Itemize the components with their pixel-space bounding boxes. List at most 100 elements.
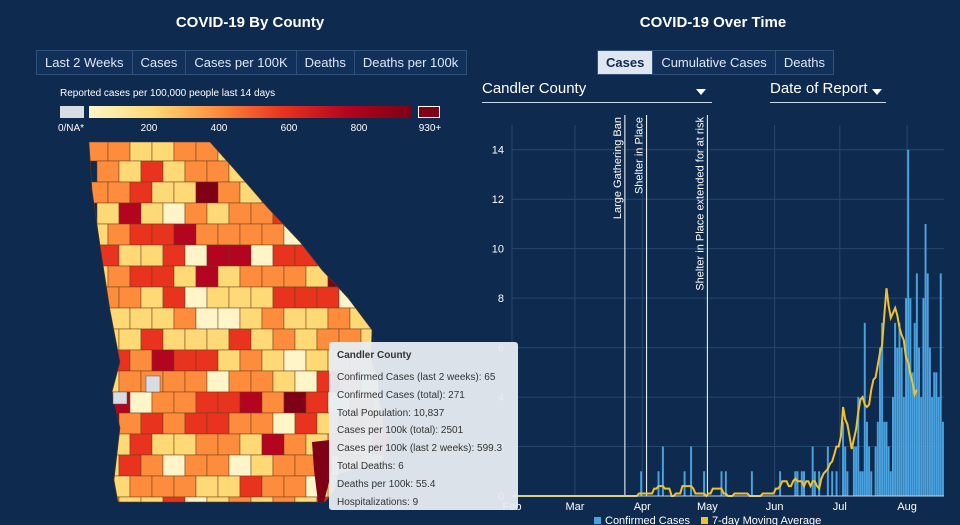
county-shape[interactable] bbox=[218, 518, 240, 525]
county-shape[interactable] bbox=[240, 140, 262, 161]
county-shape[interactable] bbox=[218, 266, 240, 287]
county-shape[interactable] bbox=[207, 245, 229, 266]
county-shape[interactable] bbox=[119, 371, 141, 392]
county-shape[interactable] bbox=[174, 350, 196, 371]
county-shape[interactable] bbox=[251, 413, 273, 434]
county-shape[interactable] bbox=[273, 413, 295, 434]
county-shape[interactable] bbox=[207, 455, 229, 476]
county-shape[interactable] bbox=[328, 266, 350, 287]
county-shape[interactable] bbox=[306, 350, 328, 371]
county-shape[interactable] bbox=[350, 140, 372, 161]
county-shape[interactable] bbox=[86, 434, 108, 455]
county-shape[interactable] bbox=[339, 161, 361, 182]
county-shape[interactable] bbox=[372, 182, 394, 203]
county-shape[interactable] bbox=[119, 497, 141, 518]
county-shape[interactable] bbox=[130, 140, 152, 161]
county-shape[interactable] bbox=[130, 434, 152, 455]
county-shape[interactable] bbox=[328, 182, 350, 203]
county-shape[interactable] bbox=[152, 350, 174, 371]
county-shape[interactable] bbox=[229, 203, 251, 224]
county-shape[interactable] bbox=[130, 224, 152, 245]
county-shape[interactable] bbox=[130, 518, 152, 525]
county-shape[interactable] bbox=[185, 455, 207, 476]
tab-deaths[interactable]: Deaths bbox=[297, 51, 355, 74]
county-shape[interactable] bbox=[383, 245, 405, 266]
county-shape[interactable] bbox=[152, 434, 174, 455]
county-shape[interactable] bbox=[119, 329, 141, 350]
county-shape[interactable] bbox=[152, 518, 174, 525]
county-shape[interactable] bbox=[185, 371, 207, 392]
county-shape[interactable] bbox=[273, 329, 295, 350]
county-shape[interactable] bbox=[339, 203, 361, 224]
county-shape[interactable] bbox=[97, 203, 119, 224]
county-shape[interactable] bbox=[317, 287, 339, 308]
county-shape[interactable] bbox=[130, 476, 152, 497]
county-shape[interactable] bbox=[328, 518, 350, 525]
county-shape[interactable] bbox=[262, 434, 284, 455]
county-shape[interactable] bbox=[229, 455, 251, 476]
county-shape[interactable] bbox=[240, 350, 262, 371]
county-shape[interactable] bbox=[163, 371, 185, 392]
county-shape[interactable] bbox=[328, 140, 350, 161]
county-shape[interactable] bbox=[383, 287, 405, 308]
county-shape[interactable] bbox=[284, 434, 306, 455]
county-shape[interactable] bbox=[119, 413, 141, 434]
county-shape[interactable] bbox=[108, 476, 130, 497]
county-shape[interactable] bbox=[361, 245, 383, 266]
county-shape[interactable] bbox=[174, 392, 196, 413]
county-shape[interactable] bbox=[108, 266, 130, 287]
county-shape[interactable] bbox=[229, 497, 251, 518]
county-shape[interactable] bbox=[284, 266, 306, 287]
county-shape[interactable] bbox=[152, 224, 174, 245]
county-shape[interactable] bbox=[361, 287, 383, 308]
county-shape[interactable] bbox=[284, 224, 306, 245]
county-shape[interactable] bbox=[284, 350, 306, 371]
county-shape[interactable] bbox=[97, 371, 119, 392]
county-shape[interactable] bbox=[196, 266, 218, 287]
county-shape[interactable] bbox=[218, 434, 240, 455]
county-shape[interactable] bbox=[240, 476, 262, 497]
county-shape[interactable] bbox=[262, 518, 284, 525]
date-type-select[interactable]: Date of Report bbox=[770, 80, 886, 103]
county-shape[interactable] bbox=[284, 140, 306, 161]
county-shape[interactable] bbox=[174, 266, 196, 287]
county-shape[interactable] bbox=[273, 203, 295, 224]
county-shape[interactable] bbox=[295, 497, 317, 518]
county-shape[interactable] bbox=[218, 182, 240, 203]
county-shape[interactable] bbox=[251, 203, 273, 224]
county-shape[interactable] bbox=[86, 308, 108, 329]
county-shape[interactable] bbox=[130, 350, 152, 371]
county-shape[interactable] bbox=[295, 203, 317, 224]
county-shape[interactable] bbox=[251, 497, 273, 518]
county-shape[interactable] bbox=[306, 140, 328, 161]
county-shape[interactable] bbox=[108, 182, 130, 203]
county-shape[interactable] bbox=[251, 455, 273, 476]
county-shape[interactable] bbox=[196, 518, 218, 525]
county-shape[interactable] bbox=[152, 476, 174, 497]
county-shape[interactable] bbox=[251, 161, 273, 182]
county-shape[interactable] bbox=[229, 413, 251, 434]
county-shape[interactable] bbox=[262, 182, 284, 203]
tab-chart-cumulative-cases[interactable]: Cumulative Cases bbox=[653, 51, 776, 74]
county-shape[interactable] bbox=[207, 329, 229, 350]
county-shape[interactable] bbox=[317, 203, 339, 224]
county-shape[interactable] bbox=[295, 287, 317, 308]
county-shape[interactable] bbox=[152, 182, 174, 203]
county-shape[interactable] bbox=[185, 287, 207, 308]
county-shape[interactable] bbox=[273, 497, 295, 518]
county-na[interactable] bbox=[113, 392, 127, 404]
county-shape[interactable] bbox=[130, 308, 152, 329]
county-shape[interactable] bbox=[196, 476, 218, 497]
county-shape[interactable] bbox=[141, 245, 163, 266]
county-shape[interactable] bbox=[185, 245, 207, 266]
county-shape[interactable] bbox=[174, 182, 196, 203]
county-shape[interactable] bbox=[350, 518, 372, 525]
county-shape[interactable] bbox=[306, 182, 328, 203]
county-shape[interactable] bbox=[185, 329, 207, 350]
county-shape[interactable] bbox=[130, 182, 152, 203]
tab-cases[interactable]: Cases bbox=[133, 51, 187, 74]
county-shape[interactable] bbox=[350, 182, 372, 203]
county-shape[interactable] bbox=[383, 161, 405, 182]
county-shape[interactable] bbox=[163, 203, 185, 224]
county-shape[interactable] bbox=[361, 203, 383, 224]
